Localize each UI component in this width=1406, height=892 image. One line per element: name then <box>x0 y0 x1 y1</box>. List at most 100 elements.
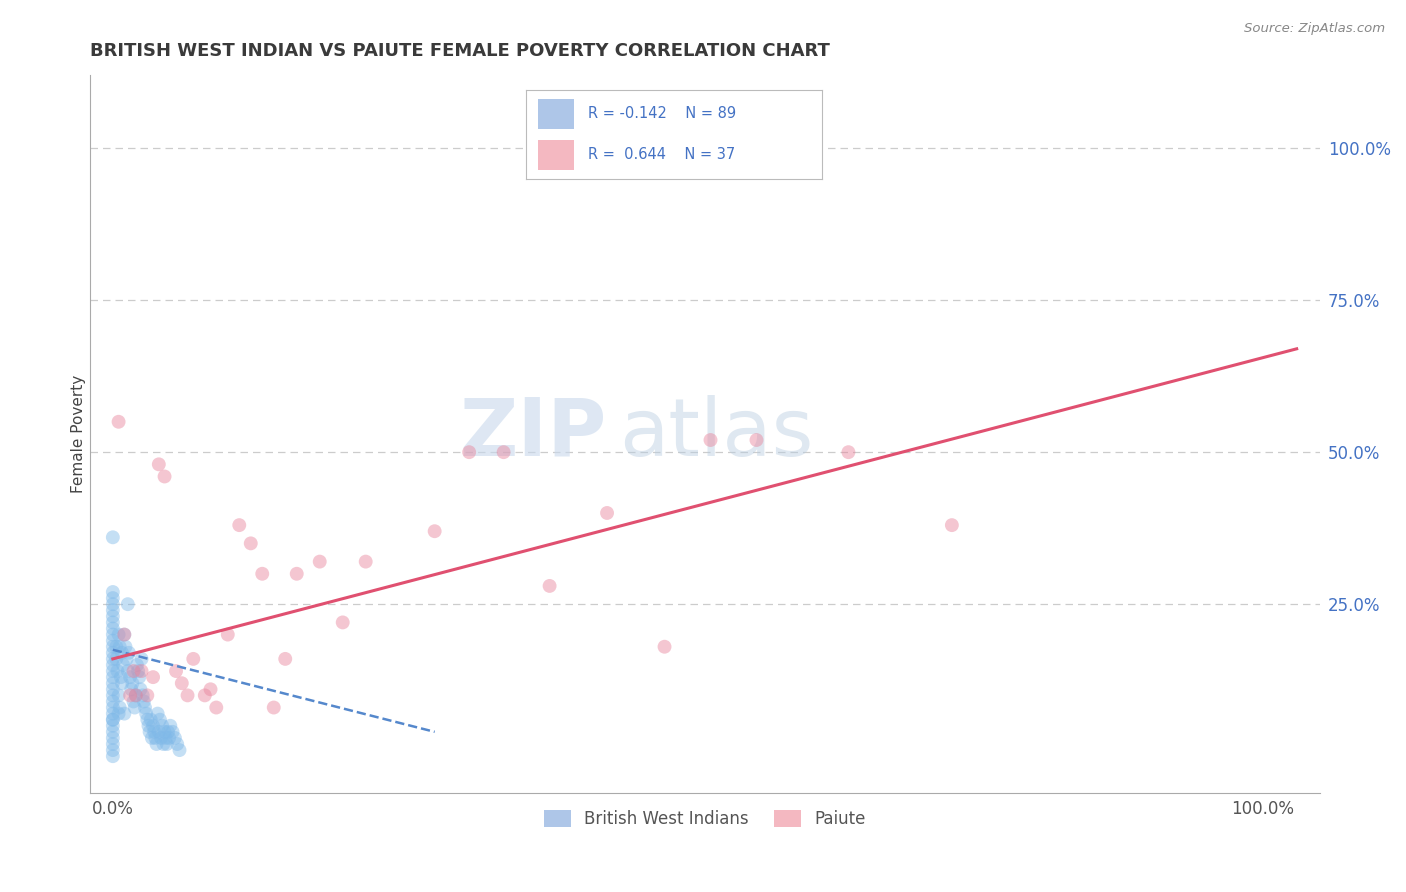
Point <box>285 566 308 581</box>
Point <box>125 689 148 703</box>
Point <box>146 706 169 721</box>
Point <box>252 566 274 581</box>
Point <box>101 591 124 606</box>
Point <box>101 749 124 764</box>
Point <box>142 719 165 733</box>
Point <box>156 737 179 751</box>
Point <box>101 585 124 599</box>
Point <box>101 640 124 654</box>
Point <box>150 731 173 745</box>
Point <box>127 664 149 678</box>
Point <box>118 646 141 660</box>
Point <box>112 627 135 641</box>
Text: atlas: atlas <box>619 395 813 473</box>
Point <box>101 597 124 611</box>
Point <box>145 737 167 751</box>
Point <box>136 689 159 703</box>
Point <box>132 694 155 708</box>
Point <box>105 652 128 666</box>
Point <box>162 724 184 739</box>
Point <box>170 676 193 690</box>
Point <box>101 719 124 733</box>
Point <box>101 622 124 636</box>
Point <box>538 579 561 593</box>
Point <box>111 646 134 660</box>
Point <box>155 731 177 745</box>
Point <box>153 469 176 483</box>
Point <box>332 615 354 630</box>
Point <box>131 664 153 678</box>
Point <box>120 670 142 684</box>
Legend: British West Indians, Paiute: British West Indians, Paiute <box>537 803 872 835</box>
Point <box>153 724 176 739</box>
Point <box>138 719 160 733</box>
Point <box>125 657 148 672</box>
Point <box>107 689 129 703</box>
Point <box>941 518 963 533</box>
Point <box>122 694 145 708</box>
Point <box>107 627 129 641</box>
Point <box>131 652 153 666</box>
Point <box>117 664 139 678</box>
Point <box>263 700 285 714</box>
Point <box>492 445 515 459</box>
Point <box>156 724 179 739</box>
Point <box>159 719 181 733</box>
Point <box>117 597 139 611</box>
Point <box>101 530 124 544</box>
Point <box>124 700 146 714</box>
Point <box>101 646 124 660</box>
Point <box>101 657 124 672</box>
Point <box>112 706 135 721</box>
Point <box>101 713 124 727</box>
Point <box>107 415 129 429</box>
Point <box>114 640 136 654</box>
Point <box>274 652 297 666</box>
Point <box>149 713 172 727</box>
Point <box>138 724 160 739</box>
Point <box>308 555 330 569</box>
Point <box>110 670 132 684</box>
Point <box>101 689 124 703</box>
Point <box>101 652 124 666</box>
Point <box>135 706 157 721</box>
Point <box>108 640 131 654</box>
Point <box>745 433 768 447</box>
Point <box>101 682 124 697</box>
Point <box>166 737 188 751</box>
Point <box>101 737 124 751</box>
Point <box>128 670 150 684</box>
Point <box>101 724 124 739</box>
Point <box>157 731 180 745</box>
Point <box>101 731 124 745</box>
Point <box>111 676 134 690</box>
Point <box>101 633 124 648</box>
Text: BRITISH WEST INDIAN VS PAIUTE FEMALE POVERTY CORRELATION CHART: BRITISH WEST INDIAN VS PAIUTE FEMALE POV… <box>90 42 830 60</box>
Point <box>163 731 186 745</box>
Point <box>125 689 148 703</box>
Point <box>458 445 481 459</box>
Point <box>148 724 170 739</box>
Point <box>101 694 124 708</box>
Point <box>101 609 124 624</box>
Point <box>101 603 124 617</box>
Y-axis label: Female Poverty: Female Poverty <box>72 375 86 493</box>
Point <box>194 689 217 703</box>
Point <box>200 682 222 697</box>
Point <box>112 627 135 641</box>
Point <box>181 652 204 666</box>
Point <box>152 737 174 751</box>
Point <box>101 664 124 678</box>
Point <box>120 682 142 697</box>
Point <box>107 706 129 721</box>
Point <box>115 652 138 666</box>
Point <box>129 682 152 697</box>
Point <box>239 536 262 550</box>
Point <box>120 689 142 703</box>
Point <box>165 664 187 678</box>
Point <box>136 713 159 727</box>
Point <box>596 506 619 520</box>
Point <box>101 676 124 690</box>
Point <box>141 731 163 745</box>
Point <box>423 524 446 539</box>
